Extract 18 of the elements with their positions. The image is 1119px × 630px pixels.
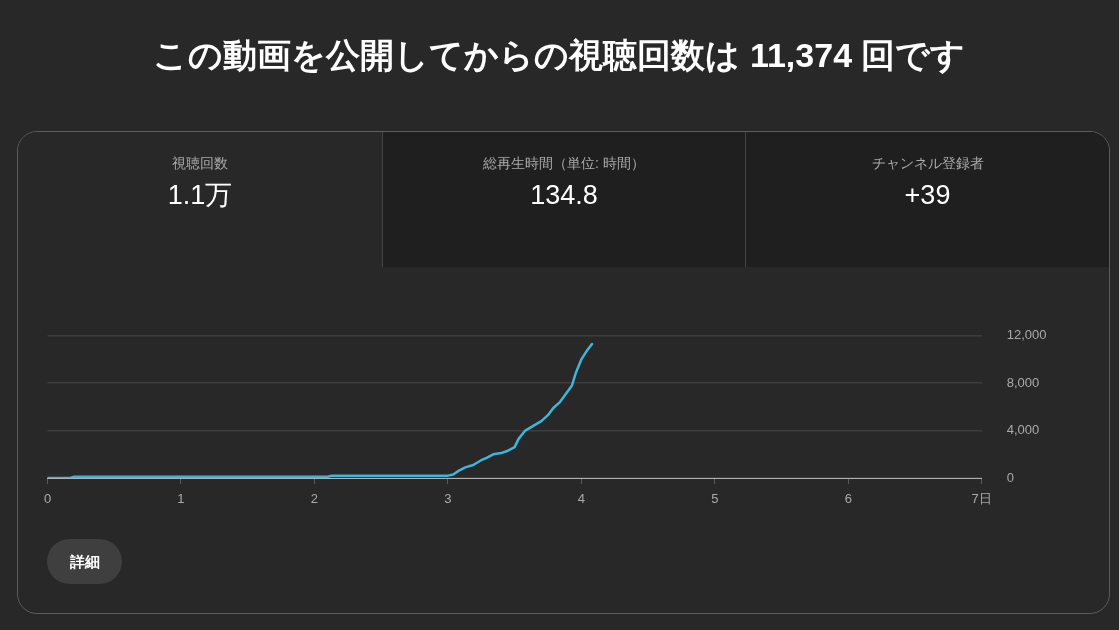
y-tick-label: 8,000 [1006, 374, 1040, 390]
x-tick-label: 5 [711, 491, 719, 507]
x-tick-label: 6 [844, 491, 852, 507]
category-label: 視聴回数 [171, 154, 229, 173]
y-tick-label: 12,000 [1006, 327, 1047, 343]
tab[interactable]: チャンネル登録者 +39 [745, 132, 1109, 267]
text: この動画を公開してからの視聴回数は 11,374 回です [152, 35, 967, 76]
x-tick-label: 1 [177, 491, 185, 507]
x-tick-label: 7日 [971, 491, 992, 507]
tab[interactable]: 総再生時間（単位: 時間） 134.8 [382, 132, 745, 267]
x-tick-label: 2 [310, 491, 319, 507]
y-tick-label: 0 [1006, 469, 1014, 485]
x-tick-label: 3 [444, 491, 452, 507]
x-tick-label: 0 [43, 491, 52, 507]
category-label: 総再生時間（単位: 時間） [482, 154, 646, 173]
x-tick-label: 4 [577, 491, 585, 507]
category-label: チャンネル登録者 [870, 154, 985, 173]
y-tick-label: 4,000 [1006, 422, 1040, 438]
